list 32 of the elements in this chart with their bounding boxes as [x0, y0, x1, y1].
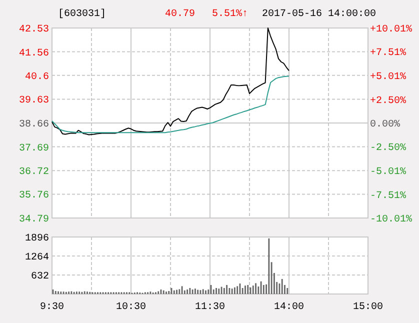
y2-tick-label: 0.00%: [370, 120, 400, 130]
y-tick-label: 1896: [24, 234, 49, 244]
chart-title: [603031]: [58, 8, 106, 20]
line-series: [52, 28, 290, 136]
y2-tick-label: +5.01%: [370, 72, 406, 83]
y-tick-label: 1264: [24, 252, 49, 264]
y2-tick-label: +7.51%: [370, 48, 406, 60]
y-tick-label: 37.69: [18, 143, 49, 154]
y2-tick-label: +10.01%: [370, 24, 412, 36]
x-tick-label: 11:30: [194, 302, 226, 313]
y-tick-label: 39.63: [18, 96, 49, 107]
y-tick-label: 35.76: [18, 190, 49, 202]
y-tick-label: 38.66: [18, 120, 49, 130]
y-tick-label: 36.72: [18, 167, 49, 178]
y-tick-label: 34.79: [18, 214, 49, 226]
y2-tick-label: -7.51%: [370, 190, 406, 202]
y-tick-label: 632: [30, 272, 49, 282]
y-tick-label: 42.53: [18, 24, 49, 36]
text: 40.79: [165, 9, 196, 20]
x-tick-label: 9:30: [40, 302, 64, 313]
y-tick-label: 40.6: [24, 72, 49, 83]
y2-tick-label: -10.01%: [370, 214, 412, 226]
y2-tick-label: +2.50%: [370, 96, 406, 107]
line-series: [52, 76, 290, 134]
y-tick-label: 41.56: [18, 48, 49, 60]
text: 5.51%↑: [212, 9, 248, 20]
x-tick-label: 10:30: [116, 302, 146, 313]
text: 2017-05-16 14:00:00: [262, 9, 376, 20]
y2-tick-label: -2.50%: [370, 143, 406, 154]
y2-tick-label: -5.01%: [370, 167, 406, 178]
x-tick-label: 15:00: [352, 302, 384, 313]
x-tick-label: 14:00: [274, 302, 304, 313]
